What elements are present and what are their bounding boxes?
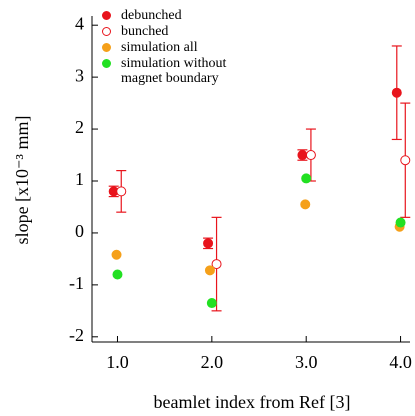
point	[111, 249, 122, 260]
point	[204, 265, 215, 276]
point	[211, 259, 222, 270]
y-tick-label: 3	[75, 65, 84, 85]
x-tick-label: 1.0	[106, 352, 129, 372]
y-tick-label: -2	[69, 325, 84, 345]
point	[301, 173, 312, 184]
x-axis-label: beamlet index from Ref [3]	[154, 392, 351, 412]
y-tick-label: 0	[75, 221, 84, 241]
legend: debunched bunched simulation all simulation…	[98, 8, 246, 87]
legend-label: simulation all	[121, 40, 198, 55]
legend-entry: debunched	[98, 8, 246, 23]
y-axis-label: slope [x10⁻³ mm]	[12, 116, 32, 245]
legend-entry: simulation all	[98, 40, 246, 55]
point	[112, 269, 123, 280]
point	[116, 186, 127, 197]
legend-swatch	[102, 43, 111, 52]
legend-entry: simulation without magnet boundary	[98, 56, 246, 86]
point	[400, 155, 411, 166]
point	[395, 217, 406, 228]
x-tick-label: 4.0	[389, 352, 412, 372]
x-tick-label: 3.0	[295, 352, 318, 372]
point	[300, 199, 311, 210]
legend-swatch	[102, 59, 111, 68]
y-tick-label: 1	[75, 169, 84, 189]
legend-entry: bunched	[98, 24, 246, 39]
legend-label: bunched	[121, 24, 169, 39]
y-tick-label: 4	[75, 13, 84, 33]
y-tick-label: -1	[69, 273, 84, 293]
x-tick-label: 2.0	[201, 352, 224, 372]
legend-swatch	[102, 27, 111, 36]
legend-label: simulation without magnet boundary	[121, 56, 227, 86]
point	[305, 150, 316, 161]
y-tick-label: 2	[75, 117, 84, 137]
point	[297, 150, 308, 161]
point	[203, 238, 214, 249]
point	[391, 87, 402, 98]
legend-label: debunched	[121, 8, 182, 23]
point	[206, 298, 217, 309]
legend-swatch	[102, 11, 111, 20]
